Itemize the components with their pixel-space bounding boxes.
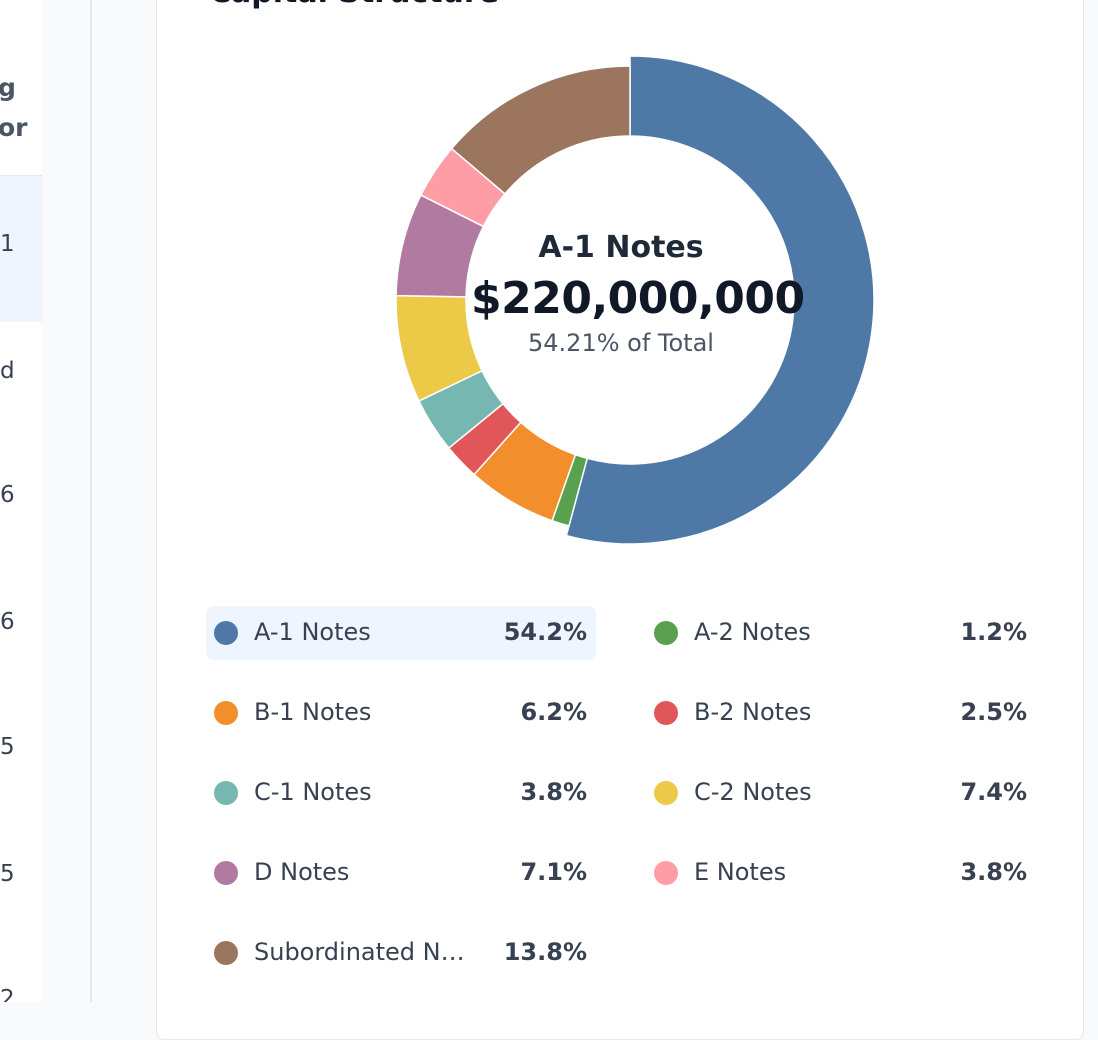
table-cell: 5	[0, 734, 15, 760]
table-row[interactable]: 6	[0, 427, 42, 574]
legend-item[interactable]: C-1 Notes 3.8%	[206, 766, 596, 820]
legend-label: D Notes	[254, 858, 350, 886]
table-row[interactable]: 1	[0, 176, 42, 323]
legend-item[interactable]: A-2 Notes 1.2%	[646, 606, 1036, 660]
table-cell: 6	[0, 609, 15, 635]
panel-gap	[42, 0, 90, 1002]
table-row[interactable]: 5	[0, 825, 42, 931]
right-gutter	[1084, 0, 1098, 1002]
legend-swatch	[654, 781, 678, 805]
donut-center-label: A-1 Notes $220,000,000 54.21% of Total	[471, 230, 805, 358]
legend-value: 3.8%	[520, 778, 587, 806]
legend-swatch	[214, 621, 238, 645]
legend-item[interactable]: C-2 Notes 7.4%	[646, 766, 1036, 820]
left-table-fragment: g or 1 d 6 6 5 5 2	[0, 0, 42, 1002]
card-title: Capital Structure	[209, 0, 499, 10]
table-header-text-2: or	[0, 113, 28, 142]
donut-slice-subordinated-n[interactable]	[450, 65, 631, 195]
legend-swatch	[214, 941, 238, 965]
table-cell: 2	[0, 986, 15, 1002]
selected-tranche-amount: $220,000,000	[471, 273, 805, 324]
table-row[interactable]: 5	[0, 678, 42, 826]
legend-value: 1.2%	[960, 618, 1027, 646]
legend-value: 7.1%	[520, 858, 587, 886]
legend-swatch	[654, 701, 678, 725]
legend-item[interactable]: A-1 Notes 54.2%	[206, 606, 596, 660]
selected-tranche-name: A-1 Notes	[538, 230, 704, 265]
legend-item[interactable]: B-1 Notes 6.2%	[206, 686, 596, 740]
table-row[interactable]: 6	[0, 573, 42, 679]
legend-value: 6.2%	[520, 698, 587, 726]
selected-tranche-share: 54.21% of Total	[528, 329, 714, 358]
panel-divider	[90, 0, 92, 1002]
legend-value: 13.8%	[503, 938, 587, 966]
legend-item[interactable]: E Notes 3.8%	[646, 846, 1036, 900]
legend-value: 3.8%	[960, 858, 1027, 886]
table-cell: 5	[0, 861, 15, 887]
legend-item[interactable]: D Notes 7.1%	[206, 846, 596, 900]
donut-chart	[395, 55, 875, 545]
legend-label: C-2 Notes	[694, 778, 812, 806]
legend-swatch	[654, 621, 678, 645]
table-cell: d	[0, 358, 15, 384]
table-header-text-1: g	[0, 73, 16, 102]
legend-value: 54.2%	[503, 618, 587, 646]
legend-label: B-2 Notes	[694, 698, 812, 726]
legend-swatch	[214, 781, 238, 805]
table-row[interactable]: d	[0, 322, 42, 428]
table-cell: 1	[0, 231, 15, 257]
table-row[interactable]: 2	[0, 930, 42, 1002]
table-cell: 6	[0, 482, 15, 508]
legend-label: A-2 Notes	[694, 618, 811, 646]
donut-slice-a-1-notes[interactable]	[565, 55, 875, 545]
legend-label: Subordinated N…	[254, 938, 465, 966]
legend-label: C-1 Notes	[254, 778, 372, 806]
legend-swatch	[654, 861, 678, 885]
legend-label: B-1 Notes	[254, 698, 372, 726]
legend-item[interactable]: B-2 Notes 2.5%	[646, 686, 1036, 740]
legend-value: 2.5%	[960, 698, 1027, 726]
legend-item[interactable]: Subordinated N… 13.8%	[206, 926, 596, 980]
table-header: g or	[0, 0, 42, 176]
legend-label: A-1 Notes	[254, 618, 371, 646]
legend-label: E Notes	[694, 858, 787, 886]
legend-swatch	[214, 861, 238, 885]
legend-value: 7.4%	[960, 778, 1027, 806]
legend-swatch	[214, 701, 238, 725]
